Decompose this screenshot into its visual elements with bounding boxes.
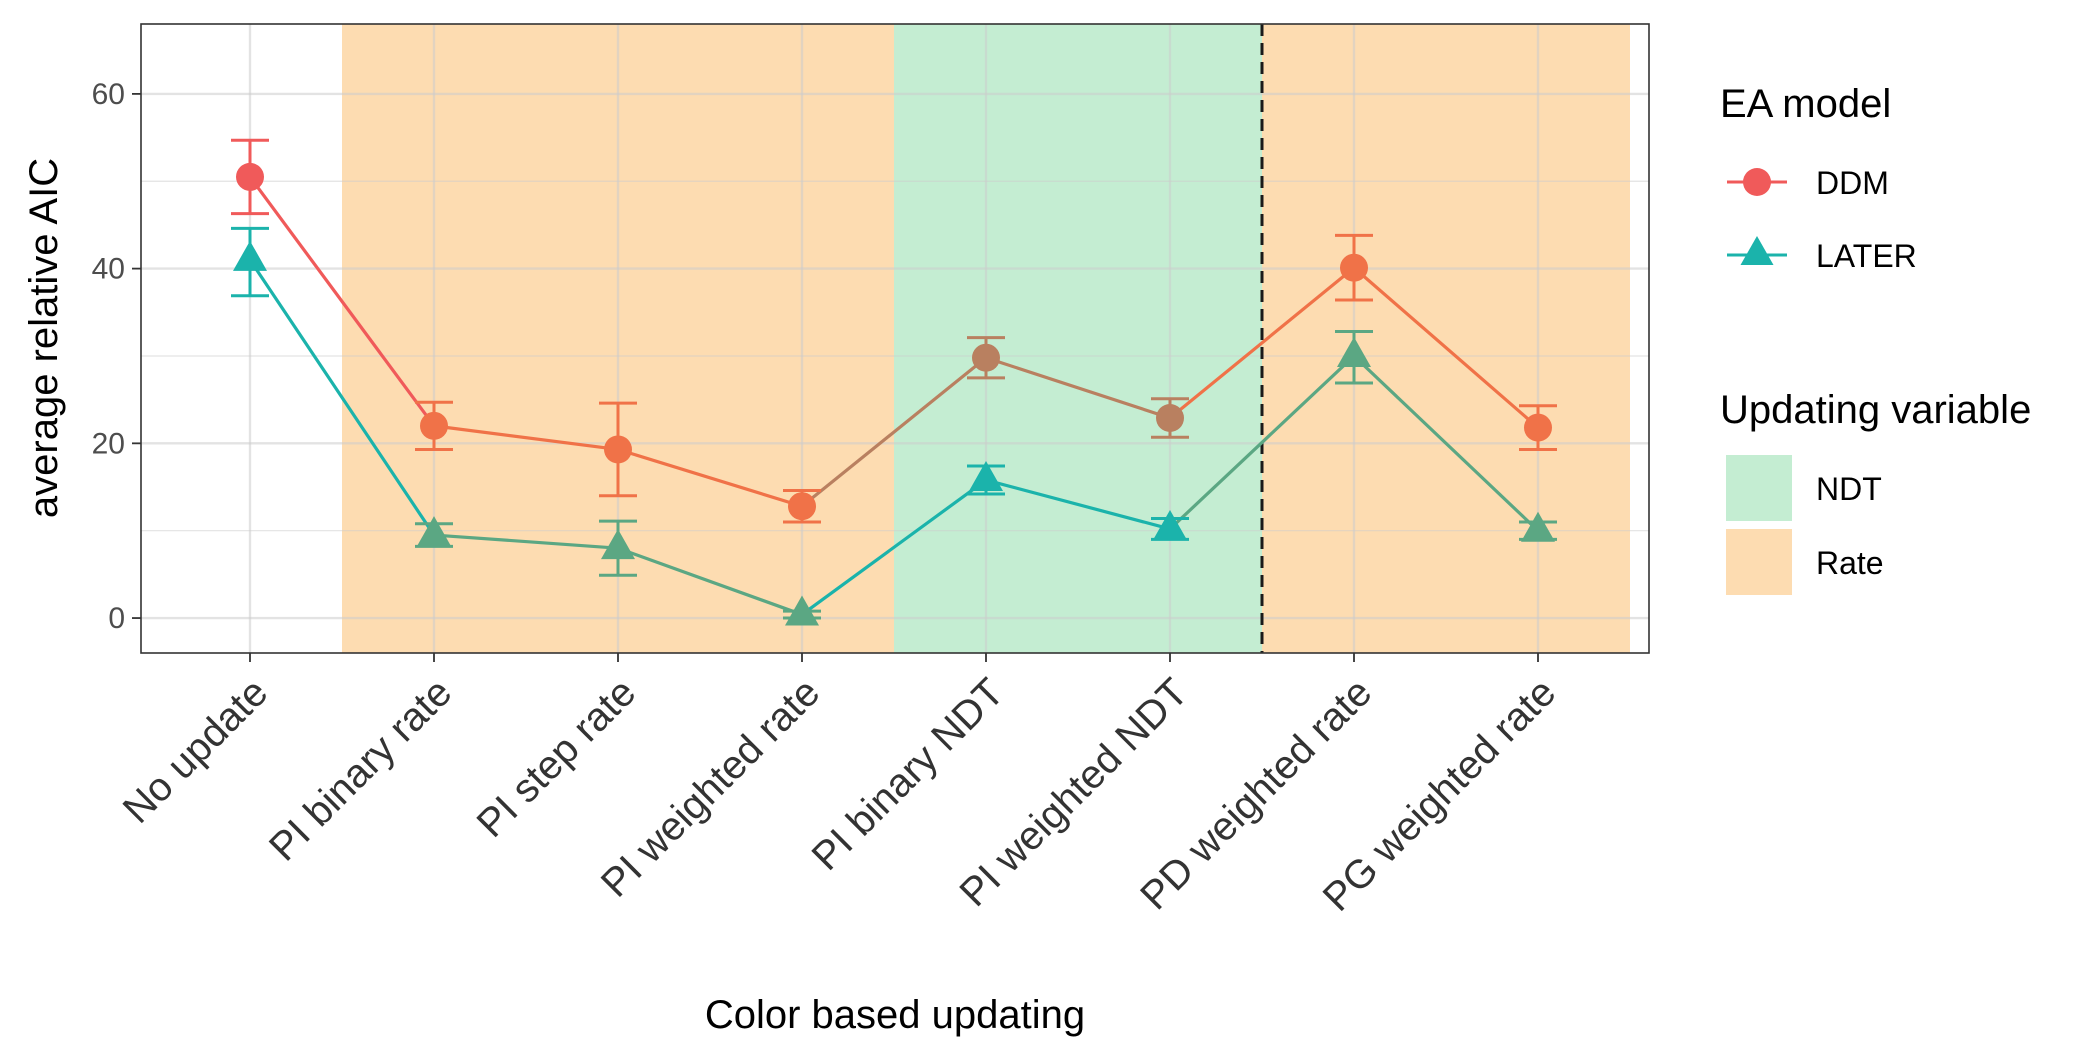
point-later bbox=[1153, 509, 1187, 540]
x-axis-title: Color based updating bbox=[705, 993, 1085, 1037]
line-segment-later bbox=[248, 258, 436, 536]
line-segment-ddm bbox=[433, 424, 619, 452]
legend-ddm-label: DDM bbox=[1816, 165, 1889, 201]
point-ddm bbox=[972, 343, 1000, 372]
legend-rate-label: Rate bbox=[1816, 545, 1884, 581]
line-segment-ddm bbox=[617, 447, 803, 508]
point-later bbox=[417, 516, 451, 547]
legend-item-rate: Rate bbox=[1726, 529, 1884, 595]
point-later bbox=[233, 240, 267, 271]
point-later bbox=[1337, 336, 1371, 367]
y-tick-label: 20 bbox=[92, 427, 125, 460]
point-ddm bbox=[420, 411, 448, 440]
y-tick-label: 60 bbox=[92, 78, 125, 111]
shaded-region-rate-2 bbox=[1262, 24, 1630, 653]
series-ddm bbox=[231, 138, 1557, 524]
point-ddm bbox=[1524, 413, 1552, 442]
y-tick-label: 0 bbox=[108, 602, 125, 635]
line-segment-later bbox=[985, 478, 1171, 531]
legend-rate-swatch bbox=[1726, 529, 1792, 595]
legend-ddm-marker bbox=[1743, 168, 1771, 196]
point-ddm bbox=[604, 435, 632, 464]
line-segment-later bbox=[433, 533, 619, 550]
line-segment-ddm bbox=[985, 356, 1171, 420]
line-segment-later bbox=[801, 478, 987, 616]
line-segment-ddm bbox=[248, 175, 436, 427]
legend-later-marker bbox=[1740, 236, 1774, 265]
shaded-region-ndt-1 bbox=[894, 24, 1262, 653]
legend-item-ddm: DDM bbox=[1727, 165, 1889, 201]
point-ddm bbox=[236, 162, 264, 191]
point-later bbox=[785, 595, 819, 626]
legend-later-label: LATER bbox=[1816, 238, 1917, 274]
legend-variable-title: Updating variable bbox=[1720, 388, 2031, 432]
line-segment-ddm bbox=[800, 356, 988, 508]
legend-item-later: LATER bbox=[1727, 236, 1917, 274]
y-axis-ticks: 0 20 40 60 bbox=[92, 78, 141, 635]
point-later bbox=[1521, 511, 1555, 542]
legend-ndt-swatch bbox=[1726, 455, 1792, 521]
legend-ea-title: EA model bbox=[1720, 82, 1891, 126]
series-later bbox=[231, 226, 1557, 626]
plot-panel-border bbox=[140, 23, 1650, 654]
point-ddm bbox=[788, 492, 816, 521]
point-later bbox=[969, 461, 1003, 492]
line-segment-ddm bbox=[1168, 266, 1356, 420]
line-segment-later bbox=[1352, 354, 1540, 532]
legend: EA model DDM LATER Updating variable NDT… bbox=[1720, 82, 2031, 595]
legend-item-ndt: NDT bbox=[1726, 455, 1882, 521]
point-ddm bbox=[1340, 253, 1368, 282]
line-segment-later bbox=[617, 546, 803, 617]
point-ddm bbox=[1156, 403, 1184, 432]
legend-ndt-label: NDT bbox=[1816, 471, 1882, 507]
line-segment-later bbox=[1168, 354, 1356, 531]
line-segment-ddm bbox=[1352, 266, 1540, 429]
y-axis-title: average relative AIC bbox=[22, 158, 66, 518]
y-tick-label: 40 bbox=[92, 253, 125, 286]
point-later bbox=[601, 529, 635, 560]
